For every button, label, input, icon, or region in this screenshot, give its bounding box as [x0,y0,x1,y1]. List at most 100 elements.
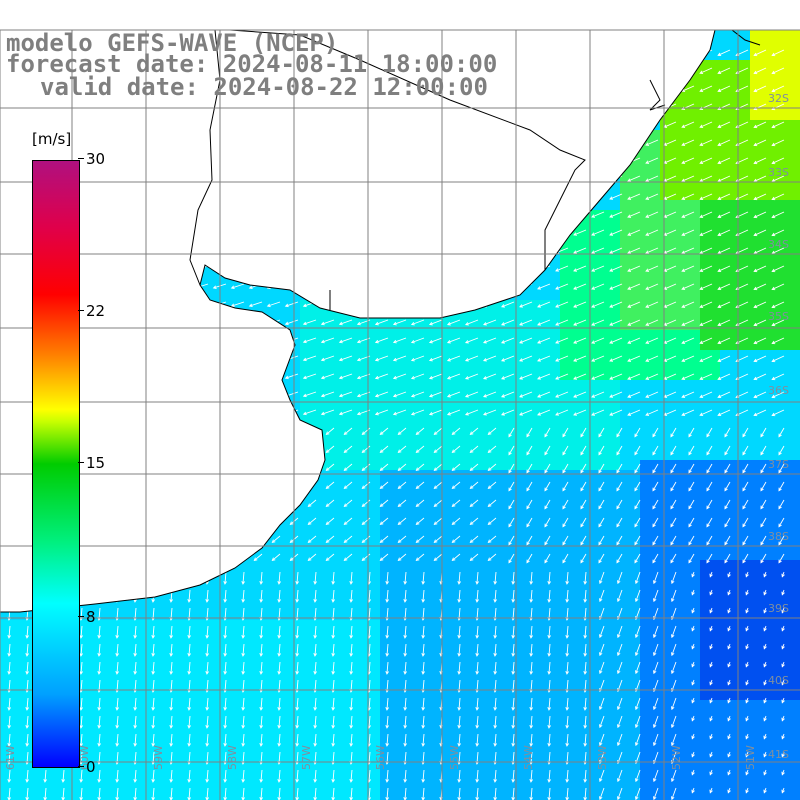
wind-arrow [254,499,263,507]
wind-arrow [416,535,425,543]
wind-arrow [26,643,29,656]
wind-arrow-head [223,725,227,729]
wind-arrow-head [573,124,578,128]
wind-arrow-head [609,232,614,236]
wind-arrow-head [652,580,657,585]
wind-arrow [429,157,443,163]
wind-arrow-head [526,505,530,510]
wind-arrow [182,499,191,507]
wind-arrow-head [544,505,548,510]
wind-arrow-head [320,123,325,128]
wind-arrow-head [169,581,173,585]
wind-arrow-head [727,699,731,704]
wind-arrow [645,391,659,398]
wind-arrow [562,535,569,545]
wind-arrow-head [7,581,11,585]
wind-arrow-head [392,123,397,128]
wind-arrow-head [145,521,150,526]
wind-arrow-head [717,214,722,218]
wind-arrow-head [379,557,384,562]
wind-arrow [512,697,515,710]
wind-arrow [128,535,137,543]
wind-arrow [772,229,785,236]
wind-arrow [20,427,29,435]
wind-arrow [344,499,353,507]
wind-arrow-head [284,339,289,344]
wind-arrow [681,229,695,236]
wind-arrow [411,175,425,181]
wind-arrow-head [122,177,127,181]
wind-arrow [254,553,263,561]
wind-arrow-head [742,469,746,474]
wind-arrow-head [519,358,523,362]
wind-arrow [671,661,677,674]
wind-arrow [332,661,335,674]
wind-arrow [170,733,173,746]
wind-arrow-head [248,195,253,200]
wind-arrow-head [565,779,569,783]
wind-arrow [465,319,479,326]
wind-arrow-head [421,743,425,747]
wind-arrow-head [771,52,776,57]
wind-arrow [627,373,641,380]
wind-arrow [2,535,11,543]
wind-arrow [242,661,245,674]
wind-arrow-head [230,177,235,182]
wind-arrow [476,715,479,728]
wind-arrow-head [338,123,343,128]
wind-arrow-head [14,393,19,397]
wind-arrow-head [487,449,492,454]
wind-arrow [494,697,497,710]
wind-arrow [123,373,137,379]
wind-arrow [321,265,335,271]
wind-arrow [393,265,407,271]
wind-arrow [627,301,641,308]
wind-arrow [742,463,749,473]
wind-arrow-head [392,303,397,308]
wind-arrow [182,463,191,471]
wind-arrow [321,337,335,343]
wind-arrow-head [433,557,438,562]
wind-arrow-head [410,357,415,362]
wind-arrow [609,85,623,92]
wind-arrow-head [634,451,638,456]
wind-arrow [501,211,515,218]
wind-arrow-head [457,653,461,657]
wind-arrow-head [25,743,29,747]
wind-arrow [627,211,641,218]
wind-arrow [645,85,659,92]
wind-arrow-head [43,779,47,783]
wind-arrow-head [392,285,397,290]
wind-arrow [339,301,353,307]
wind-arrow-head [338,393,343,398]
wind-arrow-head [511,653,515,657]
wind-arrow-head [397,485,402,490]
wind-arrow-head [25,599,29,603]
wind-arrow [254,517,263,525]
wind-arrow-head [781,753,785,758]
wind-arrow [177,319,191,325]
wind-arrow [416,445,425,453]
wind-arrow [598,517,605,527]
wind-arrow-head [562,487,566,492]
wind-arrow-head [469,449,474,454]
wind-arrow [231,175,245,181]
wind-arrow-head [709,573,713,578]
wind-arrow [465,121,479,128]
wind-arrow [236,481,245,489]
wind-arrow-head [573,268,578,272]
wind-arrow-head [727,717,731,722]
wind-arrow [62,787,65,800]
wind-arrow-head [325,521,330,526]
wind-arrow-head [475,743,479,747]
wind-arrow [470,481,479,489]
wind-arrow-head [609,322,614,326]
wind-arrow-head [205,779,209,783]
wind-arrow-head [271,539,276,544]
wind-arrow-head [634,580,639,585]
wind-arrow-head [781,627,785,632]
wind-arrow [267,265,281,271]
wind-arrow-head [652,634,657,639]
wind-arrow-head [487,539,492,544]
wind-arrow-head [241,599,245,603]
